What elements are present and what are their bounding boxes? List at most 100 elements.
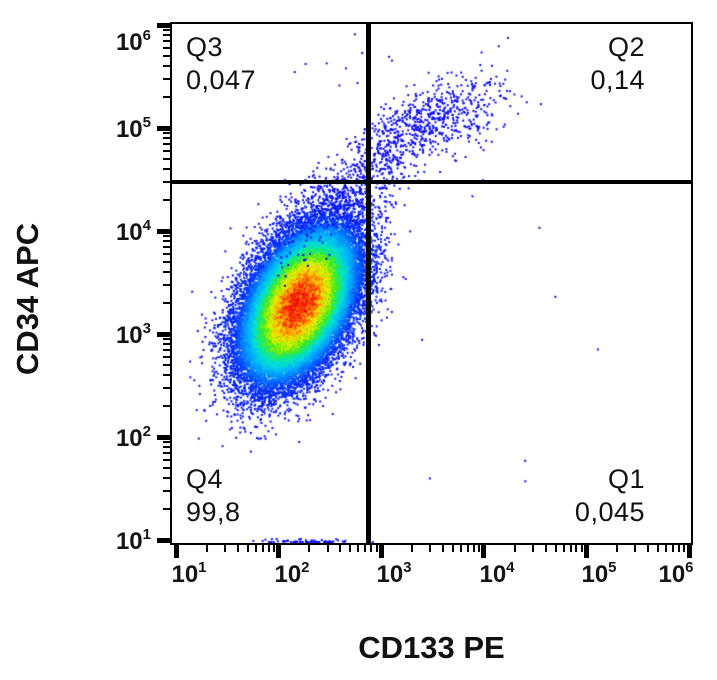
x-major-tick-10e5 [584, 545, 589, 558]
quadrant-q2-value: 0,14 [590, 65, 645, 95]
y-major-tick-10e6 [157, 23, 170, 28]
x-minor-tick [273, 545, 275, 552]
x-minor-tick [657, 545, 659, 552]
x-major-tick-10e2 [276, 545, 281, 558]
y-minor-tick [163, 40, 170, 42]
y-minor-tick [163, 78, 170, 80]
y-minor-tick [163, 459, 170, 461]
y-minor-tick [163, 477, 170, 479]
y-minor-tick [163, 302, 170, 304]
x-major-tick-10e6 [687, 545, 692, 558]
plot-area: Q3 0,047 Q2 0,14 Q4 99,8 Q1 0,045 [170, 22, 693, 545]
quadrant-label-q1: Q1 0,045 [575, 463, 645, 529]
x-minor-tick [514, 545, 516, 552]
y-tick-label-10e2: 102 [115, 423, 151, 452]
y-minor-tick [163, 150, 170, 152]
x-minor-tick [467, 545, 469, 552]
quadrant-gate-vertical-line [366, 24, 371, 543]
x-minor-tick [206, 545, 208, 552]
y-minor-tick [163, 181, 170, 183]
x-minor-tick [678, 545, 680, 552]
x-minor-tick [616, 545, 618, 552]
x-minor-tick [575, 545, 577, 552]
y-tick-label-10e3: 103 [115, 320, 151, 349]
quadrant-q3-value: 0,047 [186, 65, 257, 95]
y-minor-tick [163, 338, 170, 340]
x-tick-label-10e4: 104 [479, 559, 515, 588]
x-minor-tick [683, 545, 685, 552]
x-major-tick-10e1 [174, 545, 179, 558]
y-minor-tick [163, 199, 170, 201]
y-minor-tick [163, 374, 170, 376]
x-minor-tick [224, 545, 226, 552]
y-minor-tick [163, 55, 170, 57]
y-minor-tick [163, 246, 170, 248]
y-minor-tick [163, 132, 170, 134]
y-minor-tick [163, 490, 170, 492]
y-minor-tick [163, 441, 170, 443]
x-minor-tick [478, 545, 480, 552]
y-minor-tick [163, 343, 170, 345]
x-minor-tick [570, 545, 572, 552]
x-minor-tick [672, 545, 674, 552]
quadrant-q4-value: 99,8 [186, 497, 241, 527]
x-minor-tick [370, 545, 372, 552]
y-minor-tick [163, 508, 170, 510]
y-tick-label-10e5: 105 [115, 114, 151, 143]
x-minor-tick [411, 545, 413, 552]
quadrant-q1-value: 0,045 [574, 497, 645, 527]
y-major-tick-10e5 [157, 126, 170, 131]
y-minor-tick [163, 405, 170, 407]
y-major-tick-10e3 [157, 332, 170, 337]
x-minor-tick [237, 545, 239, 552]
x-minor-tick [262, 545, 264, 552]
x-minor-tick [452, 545, 454, 552]
y-minor-tick [163, 261, 170, 263]
x-tick-label-10e2: 102 [274, 559, 310, 588]
quadrant-q4-name: Q4 [186, 464, 224, 494]
x-minor-tick [357, 545, 359, 552]
x-minor-tick [429, 545, 431, 552]
x-major-tick-10e3 [379, 545, 384, 558]
x-tick-label-10e6: 106 [658, 559, 694, 588]
x-minor-tick [327, 545, 329, 552]
x-tick-label-10e3: 103 [376, 559, 412, 588]
x-minor-tick [364, 545, 366, 552]
y-minor-tick [163, 240, 170, 242]
x-minor-tick [255, 545, 257, 552]
y-minor-tick [163, 271, 170, 273]
y-major-tick-10e1 [157, 538, 170, 543]
y-minor-tick [163, 356, 170, 358]
y-minor-tick [163, 235, 170, 237]
x-minor-tick [247, 545, 249, 552]
y-major-tick-10e4 [157, 229, 170, 234]
y-tick-label-10e6: 106 [115, 27, 151, 56]
y-minor-tick [163, 137, 170, 139]
y-minor-tick [163, 446, 170, 448]
scatter-canvas [172, 24, 691, 543]
quadrant-q1-name: Q1 [607, 464, 645, 494]
x-minor-tick [349, 545, 351, 552]
y-major-tick-10e2 [157, 435, 170, 440]
x-minor-tick [665, 545, 667, 552]
x-minor-tick [634, 545, 636, 552]
x-minor-tick [473, 545, 475, 552]
x-minor-tick [545, 545, 547, 552]
y-minor-tick [163, 253, 170, 255]
quadrant-label-q4: Q4 99,8 [186, 463, 241, 529]
x-minor-tick [563, 545, 565, 552]
y-minor-tick [163, 34, 170, 36]
x-minor-tick [555, 545, 557, 552]
x-minor-tick [442, 545, 444, 552]
x-tick-label-10e1: 101 [171, 559, 207, 588]
x-minor-tick [647, 545, 649, 552]
y-minor-tick [163, 467, 170, 469]
y-minor-tick [163, 65, 170, 67]
quadrant-label-q2: Q2 0,14 [590, 31, 645, 97]
y-minor-tick [163, 47, 170, 49]
y-minor-tick [163, 29, 170, 31]
quadrant-q3-name: Q3 [186, 32, 224, 62]
x-minor-tick [376, 545, 378, 552]
y-minor-tick [163, 452, 170, 454]
